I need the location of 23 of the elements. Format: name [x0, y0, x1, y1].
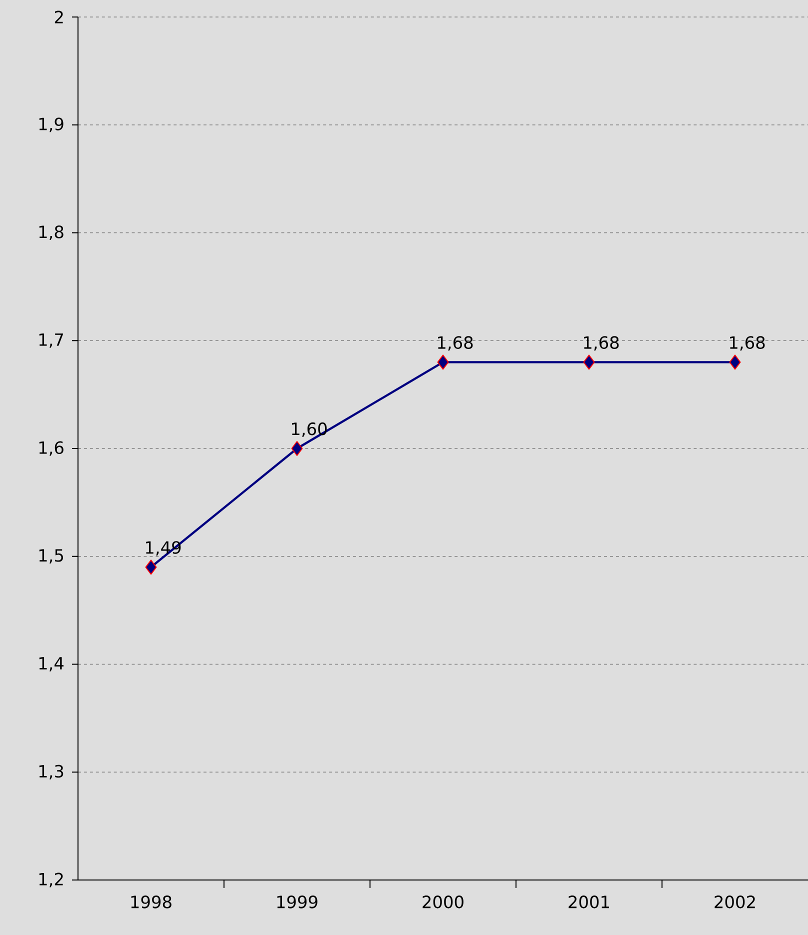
- y-tick-label: 1,6: [39, 441, 64, 456]
- x-tick-label: 2002: [714, 896, 755, 908]
- y-tick-label: 1,3: [39, 764, 64, 780]
- data-label: 1,68: [730, 336, 765, 351]
- y-tick-label: 1,2: [39, 872, 63, 888]
- point: [729, 354, 741, 370]
- point: [291, 440, 303, 456]
- point: [583, 354, 595, 370]
- y-tick-label: 1,9: [39, 118, 64, 132]
- y-tick-label: 2: [54, 10, 63, 24]
- data-label: 1,68: [438, 336, 473, 351]
- point: [145, 560, 157, 575]
- x-tick-label: 1998: [131, 896, 172, 908]
- x-tick-label: 2001: [568, 896, 609, 908]
- x-tick-label: 2000: [422, 896, 464, 908]
- data-label: 1,60: [292, 422, 327, 437]
- y-tick-label: 1,5: [39, 549, 63, 564]
- data-label: 1,68: [584, 336, 619, 351]
- y-tick-label: 1,7: [39, 333, 64, 348]
- y-tick-label: 1,8: [39, 225, 64, 240]
- x-tick-label: 1999: [277, 896, 318, 908]
- y-tick-label: 1,4: [39, 657, 64, 672]
- point: [437, 354, 449, 370]
